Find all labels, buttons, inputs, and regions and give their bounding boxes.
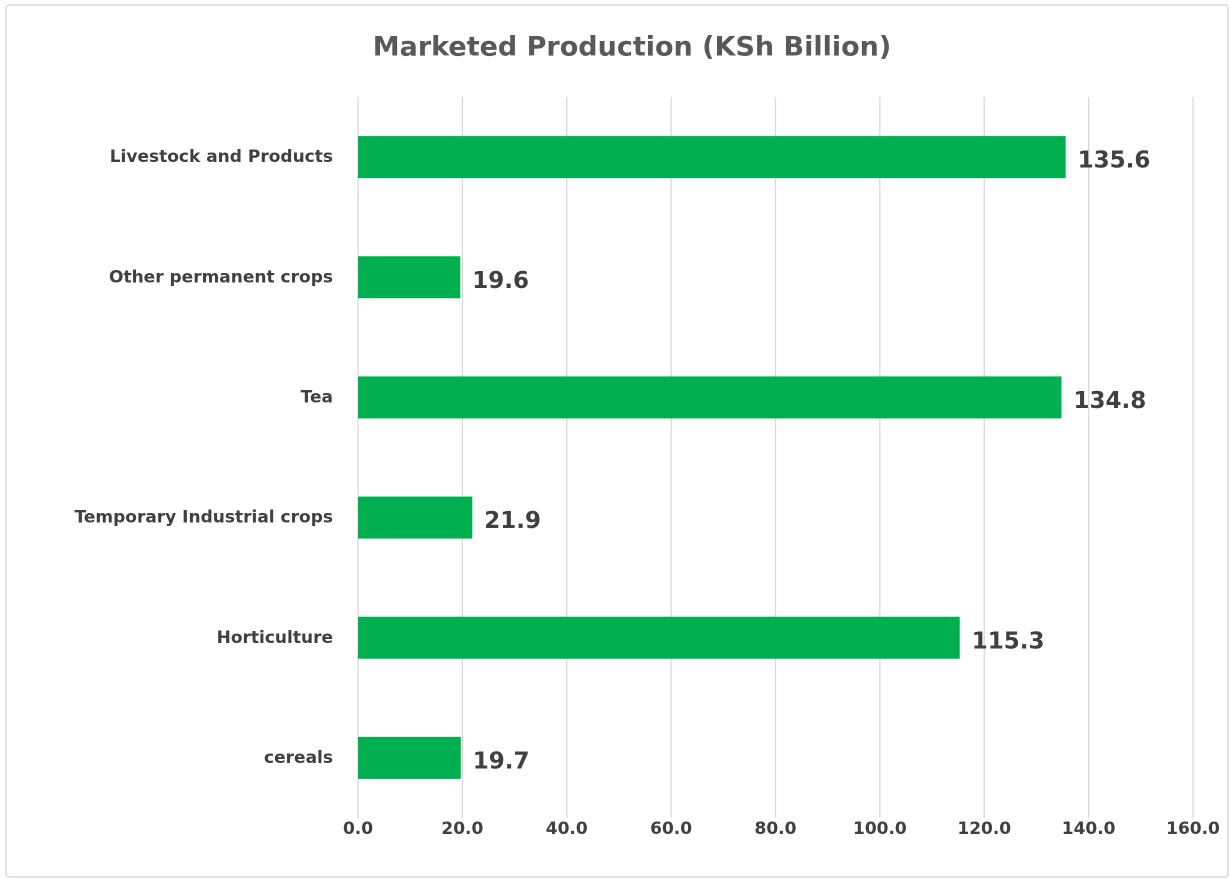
data-label: 19.6 — [472, 268, 529, 294]
data-label: 135.6 — [1078, 148, 1151, 174]
bar — [358, 496, 473, 539]
chart-border — [5, 4, 1229, 878]
y-tick-label: Livestock and Products — [110, 147, 333, 167]
x-tick-label: 140.0 — [1062, 819, 1116, 839]
data-label: 21.9 — [484, 508, 541, 534]
x-tick-label: 100.0 — [853, 819, 907, 839]
data-label: 19.7 — [473, 748, 530, 774]
data-label: 134.8 — [1073, 388, 1146, 414]
bar — [358, 256, 461, 299]
data-label: 115.3 — [972, 628, 1045, 654]
bar — [358, 616, 960, 659]
x-tick-label: 80.0 — [755, 819, 797, 839]
marks: 135.6 19.6 134.8 21.9 115.3 19.7 — [358, 136, 1150, 779]
bar — [358, 136, 1066, 179]
y-tick-label: cereals — [264, 748, 333, 768]
grid — [357, 97, 1194, 818]
x-tick-label: 40.0 — [546, 819, 588, 839]
y-tick-label: Other permanent crops — [109, 267, 333, 287]
x-tick-label: 60.0 — [650, 819, 692, 839]
x-tick-label: 120.0 — [957, 819, 1011, 839]
x-tick-label: 0.0 — [343, 819, 373, 839]
bar — [358, 376, 1062, 419]
y-tick-label: Temporary Industrial crops — [75, 508, 333, 528]
x-tick-label: 160.0 — [1166, 819, 1220, 839]
bar — [358, 736, 461, 779]
chart-title: Marketed Production (KSh Billion) — [373, 32, 891, 63]
y-tick-label: Tea — [301, 387, 333, 407]
x-tick-label: 20.0 — [441, 819, 483, 839]
y-tick-label: Horticulture — [217, 628, 333, 648]
